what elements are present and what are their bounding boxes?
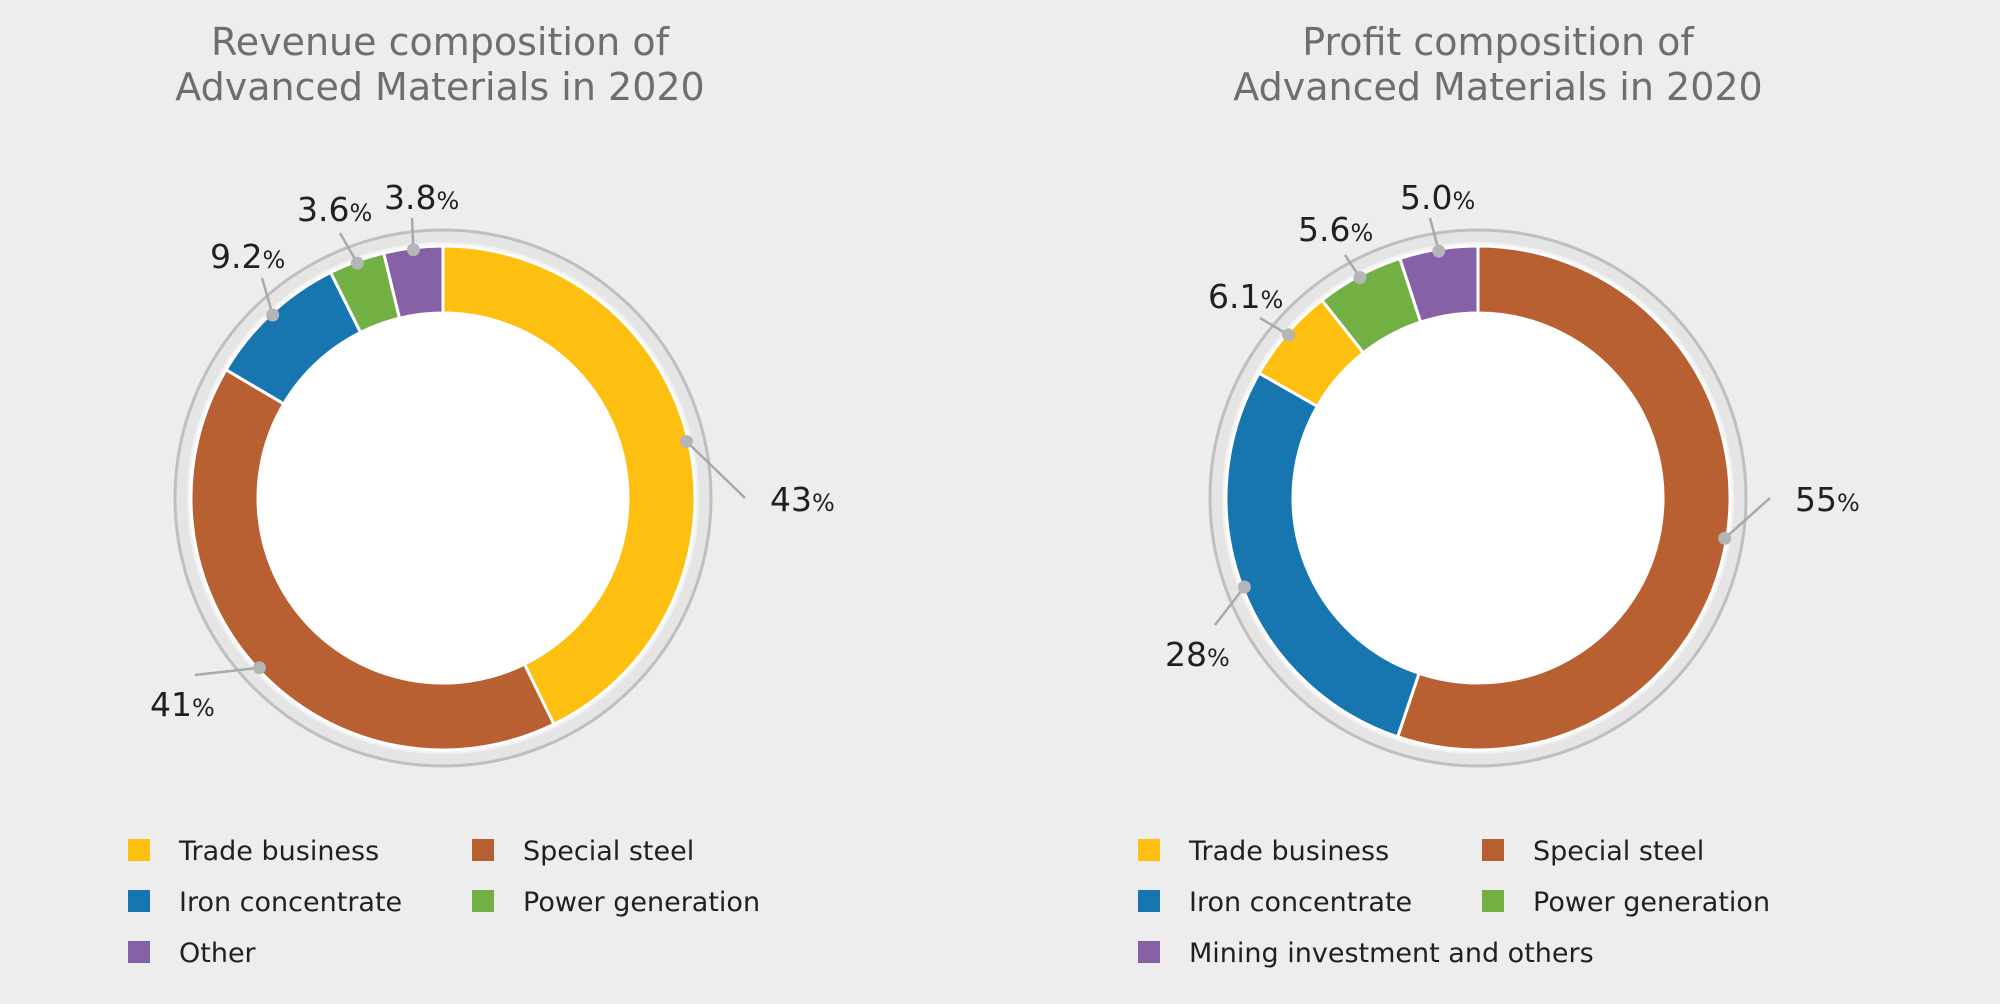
slice-iron-concentrate xyxy=(1224,371,1421,739)
leader-dot-mining-investment-and-others xyxy=(1432,244,1446,258)
chart-title-line-2: Advanced Materials in 2020 xyxy=(175,65,704,109)
data-label-power-generation: 3.6% xyxy=(297,190,372,229)
legend-label-power-generation: Power generation xyxy=(1533,887,1770,918)
donut-hole xyxy=(259,314,627,682)
leader-line-special-steel xyxy=(1723,497,1771,540)
leader-line-special-steel xyxy=(194,666,260,677)
leader-dot-trade-business xyxy=(680,435,694,449)
data-label-other: 3.8% xyxy=(384,178,459,217)
data-label-mining-investment-and-others: 5.0% xyxy=(1400,178,1475,217)
legend-swatch-special-steel xyxy=(1482,839,1504,861)
data-label-iron-concentrate: 9.2% xyxy=(210,237,285,276)
slice-mining-investment-and-others xyxy=(1398,244,1480,324)
legend-label-special-steel: Special steel xyxy=(1533,836,1704,867)
data-label-special-steel: 55% xyxy=(1795,480,1860,519)
legend-swatch-iron-concentrate xyxy=(128,890,150,912)
chart-title-line-2: Advanced Materials in 2020 xyxy=(1233,65,1762,109)
data-label-iron-concentrate: 28% xyxy=(1165,635,1230,674)
legend-swatch-special-steel xyxy=(472,839,494,861)
legend-swatch-trade-business xyxy=(128,839,150,861)
data-label-special-steel: 41% xyxy=(150,685,215,724)
leader-line-trade-business xyxy=(685,440,746,499)
donut-hole xyxy=(1294,314,1662,682)
chart-title-line-1: Profit composition of xyxy=(1302,20,1695,64)
legend-swatch-mining-investment-and-others xyxy=(1138,941,1160,963)
chart-title-line-1: Revenue composition of xyxy=(211,20,671,64)
legend-swatch-trade-business xyxy=(1138,839,1160,861)
legend-label-other: Other xyxy=(179,938,257,969)
leader-dot-trade-business xyxy=(1282,328,1296,342)
leader-dot-power-generation xyxy=(1353,271,1367,285)
legend-label-trade-business: Trade business xyxy=(1188,836,1389,867)
leader-line-iron-concentrate xyxy=(1214,586,1246,626)
slice-trade-business xyxy=(441,244,697,727)
leader-dot-power-generation xyxy=(350,256,364,270)
leader-dot-other xyxy=(406,243,420,257)
data-label-trade-business: 6.1% xyxy=(1208,277,1283,316)
slice-special-steel xyxy=(1395,244,1732,752)
legend-label-trade-business: Trade business xyxy=(178,836,379,867)
legend-label-power-generation: Power generation xyxy=(523,887,760,918)
legend-swatch-other xyxy=(128,941,150,963)
legend-label-special-steel: Special steel xyxy=(523,836,694,867)
legend-swatch-power-generation xyxy=(472,890,494,912)
leader-dot-special-steel xyxy=(252,661,266,675)
leader-dot-special-steel xyxy=(1718,531,1732,545)
legend-swatch-iron-concentrate xyxy=(1138,890,1160,912)
slice-other xyxy=(381,244,445,320)
legend-label-iron-concentrate: Iron concentrate xyxy=(179,887,402,918)
legend-label-mining-investment-and-others: Mining investment and others xyxy=(1189,938,1594,969)
legend-label-iron-concentrate: Iron concentrate xyxy=(1189,887,1412,918)
leader-dot-iron-concentrate xyxy=(1237,580,1251,594)
data-label-power-generation: 5.6% xyxy=(1298,210,1373,249)
leader-dot-iron-concentrate xyxy=(266,308,280,322)
legend-swatch-power-generation xyxy=(1482,890,1504,912)
slice-special-steel xyxy=(189,367,556,752)
data-label-trade-business: 43% xyxy=(770,480,835,519)
